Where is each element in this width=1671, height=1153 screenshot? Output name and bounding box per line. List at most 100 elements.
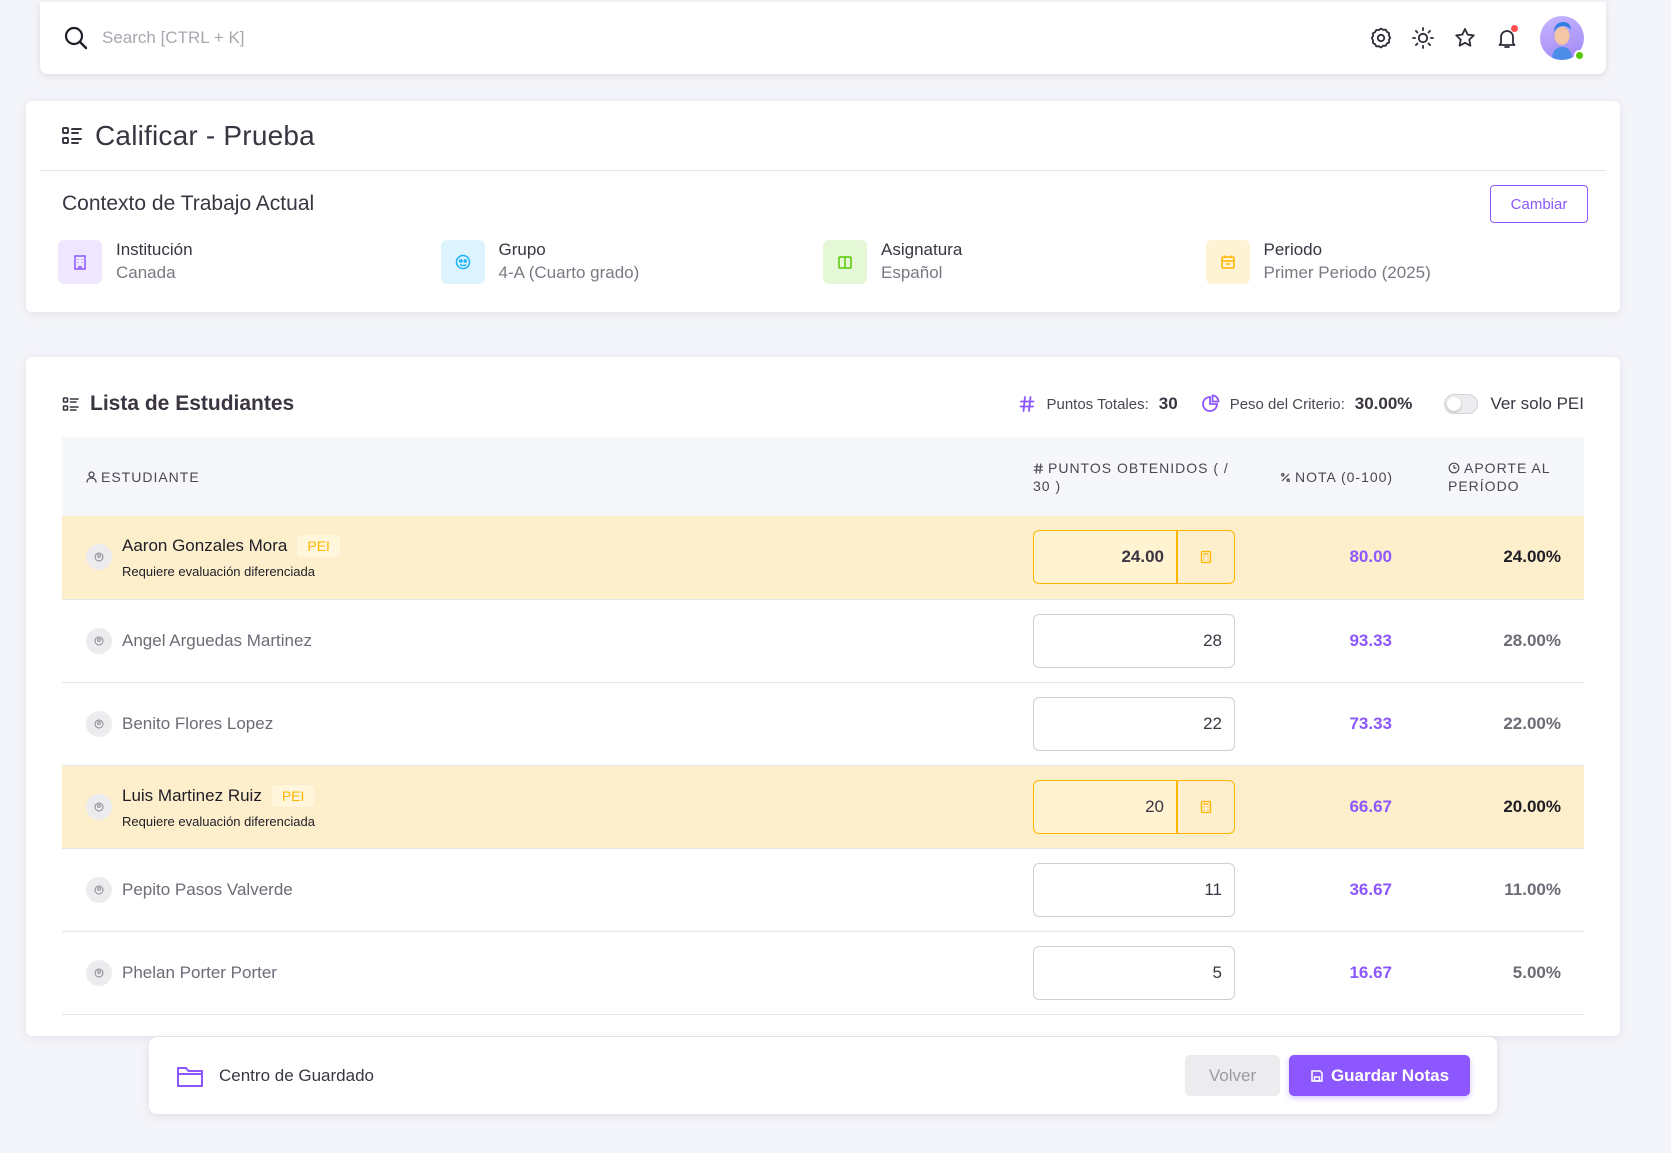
student-name: Pepito Pasos Valverde [122,879,293,899]
online-status-indicator [1574,50,1585,61]
column-header-grade[interactable]: Nota (0-100) [1268,437,1436,516]
points-input-group [1033,779,1235,834]
context-label: Asignatura [881,240,963,259]
student-cell: Luis Martinez Ruiz PEI Requiere evaluació… [74,784,1009,829]
page-title: Calificar - Prueba [95,119,315,151]
contribution-value: 5.00% [1512,962,1561,982]
points-input[interactable] [1033,530,1177,585]
save-center-title: Centro de Guardado [219,1065,374,1085]
contribution-value: 28.00% [1503,630,1561,650]
grade-value: 16.67 [1349,962,1392,982]
group-icon [440,240,485,284]
context-items: Institución Canada Grupo 4-A (Cuarto gra… [58,239,1588,285]
search-icon[interactable] [62,24,90,52]
student-avatar-icon [86,876,112,903]
hash-icon [1018,395,1036,413]
criterion-weight-stat: Peso del Criterio: 30.00% [1200,394,1413,414]
student-avatar-icon [86,959,112,986]
settings-icon[interactable] [1368,25,1394,51]
column-header-label: Aporte al Período [1448,459,1551,494]
percent-icon [1280,472,1291,483]
context-item-group: Grupo 4-A (Cuarto grado) [440,239,824,285]
calendar-icon [1205,240,1250,284]
pei-badge: PEI [271,784,315,807]
avatar[interactable] [1540,16,1585,61]
context-title: Contexto de Trabajo Actual [62,192,315,215]
list-icon [62,395,80,413]
context-value: Primer Periodo (2025) [1263,263,1431,282]
students-list-header: Lista de Estudiantes Puntos Totales: 30 … [62,383,1584,425]
column-header-student[interactable]: Estudiante [62,437,1021,516]
context-value: Canada [116,263,176,282]
list-details-icon [60,124,84,148]
students-list-card: Lista de Estudiantes Puntos Totales: 30 … [26,357,1620,1036]
clock-icon [1448,462,1460,474]
table-row: Pepito Pasos Valverde 36.67 11.00% [62,848,1584,931]
table-row: Luis Martinez Ruiz PEI Requiere evaluació… [62,765,1584,848]
points-input-group [1033,862,1235,917]
grade-value: 36.67 [1349,879,1392,899]
student-cell: Angel Arguedas Martinez [74,627,1009,654]
column-header-points[interactable]: Puntos Obtenidos ( / 30 ) [1021,437,1268,516]
points-input-group [1033,613,1235,668]
student-name: Angel Arguedas Martinez [122,630,312,650]
column-header-contribution[interactable]: Aporte al Período [1436,437,1584,516]
pei-note: Requiere evaluación diferenciada [122,564,315,580]
bell-icon[interactable] [1494,25,1520,51]
pei-note: Requiere evaluación diferenciada [122,813,315,829]
grade-value: 73.33 [1349,713,1392,733]
user-icon [86,470,97,483]
save-grades-button[interactable]: Guardar Notas [1289,1055,1470,1096]
context-label: Institución [116,240,193,259]
calculator-icon[interactable] [1177,530,1235,585]
grade-value: 93.33 [1349,630,1392,650]
pei-badge: PEI [297,535,340,558]
student-cell: Phelan Porter Porter [74,959,1009,986]
column-header-label: Nota (0-100) [1295,468,1394,485]
context-label: Grupo [498,240,546,259]
criterion-weight-label: Peso del Criterio: [1229,395,1345,413]
back-button[interactable]: Volver [1185,1055,1280,1096]
points-input[interactable] [1033,696,1235,751]
table-row: Benito Flores Lopez 73.33 22.00% [62,682,1584,765]
context-value: Español [881,263,943,282]
student-name: Aaron Gonzales Mora [122,536,288,556]
students-table: Estudiante Puntos Obtenidos ( / 30 ) Not… [62,437,1584,1015]
table-row: Angel Arguedas Martinez 93.33 28.00% [62,599,1584,682]
save-icon [1310,1069,1324,1083]
context-item-subject: Asignatura Español [823,239,1206,285]
criterion-weight-value: 30.00% [1354,394,1413,413]
book-icon [823,240,867,284]
contribution-value: 24.00% [1503,547,1561,567]
context-item-institution: Institución Canada [58,239,441,285]
notification-dot [1511,25,1518,32]
star-icon[interactable] [1452,25,1478,51]
list-stats: Puntos Totales: 30 Peso del Criterio: 30… [996,394,1584,414]
student-avatar-icon [86,544,112,571]
contribution-value: 20.00% [1503,796,1561,816]
points-input[interactable] [1033,862,1235,917]
contribution-value: 11.00% [1504,879,1561,899]
table-row: Phelan Porter Porter 16.67 5.00% [62,931,1584,1014]
pei-only-toggle[interactable] [1444,394,1479,414]
points-input[interactable] [1033,613,1235,668]
grade-value: 66.67 [1349,796,1392,816]
change-context-button[interactable]: Cambiar [1490,185,1588,223]
student-cell: Benito Flores Lopez [74,710,1009,737]
calculator-icon[interactable] [1177,779,1235,834]
save-center-bar: Centro de Guardado Volver Guardar Notas [149,1037,1497,1114]
column-header-label: Puntos Obtenidos ( / 30 ) [1033,459,1229,494]
sun-icon[interactable] [1410,25,1436,51]
search-input[interactable] [102,28,602,48]
points-input[interactable] [1033,945,1235,1000]
points-input[interactable] [1033,779,1177,834]
total-points-label: Puntos Totales: [1046,395,1149,413]
student-name: Phelan Porter Porter [122,962,277,982]
context-label: Periodo [1263,240,1323,259]
student-cell: Pepito Pasos Valverde [74,876,1009,903]
context-card: Calificar - Prueba Contexto de Trabajo A… [26,101,1620,312]
save-grades-label: Guardar Notas [1330,1065,1450,1085]
table-header-row: Estudiante Puntos Obtenidos ( / 30 ) Not… [62,437,1584,516]
folder-icon [176,1064,204,1088]
top-navbar [40,2,1606,74]
